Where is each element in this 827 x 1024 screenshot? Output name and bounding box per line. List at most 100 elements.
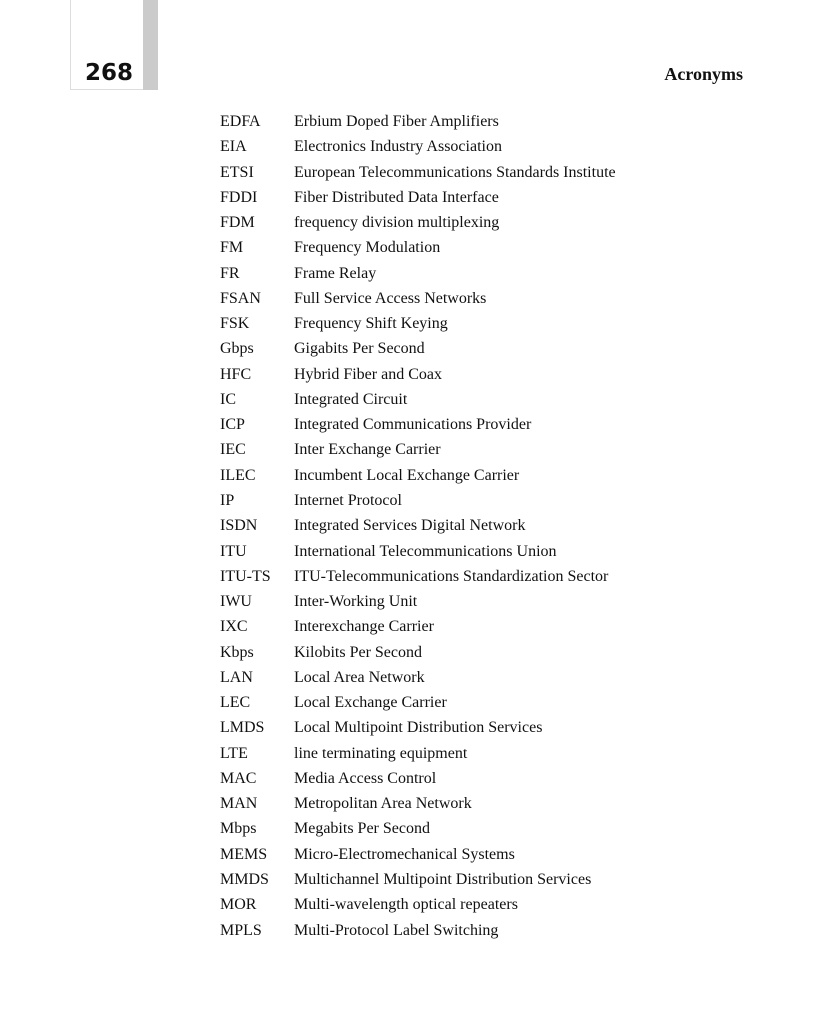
acronym-row: Mbps Megabits Per Second xyxy=(220,819,616,844)
acronym-definition: Interexchange Carrier xyxy=(294,618,434,636)
acronym-row: IC Integrated Circuit xyxy=(220,390,616,415)
acronym-definition: Multi-wavelength optical repeaters xyxy=(294,896,518,914)
acronym: FR xyxy=(220,264,240,282)
acronym-definition: Local Exchange Carrier xyxy=(294,694,447,712)
acronym-definition: Micro-Electromechanical Systems xyxy=(294,845,515,863)
acronym: LEC xyxy=(220,694,251,712)
acronym: EIA xyxy=(220,138,247,156)
acronym: HFC xyxy=(220,365,252,383)
acronym: IC xyxy=(220,390,236,408)
acronym-definition: ITU-Telecommunications Standardization S… xyxy=(294,567,609,585)
acronym-definition: Fiber Distributed Data Interface xyxy=(294,188,499,206)
acronym: LAN xyxy=(220,668,253,686)
acronym-row: FDDI Fiber Distributed Data Interface xyxy=(220,188,616,213)
acronym: FSK xyxy=(220,315,250,333)
acronym-row: FDM frequency division multiplexing xyxy=(220,213,616,238)
acronym-row: IP Internet Protocol xyxy=(220,491,616,516)
acronym-row: IEC Inter Exchange Carrier xyxy=(220,440,616,465)
acronym: Mbps xyxy=(220,820,257,838)
acronym: ETSI xyxy=(220,163,254,181)
acronym: IP xyxy=(220,491,235,509)
acronym-row: Gbps Gigabits Per Second xyxy=(220,339,616,364)
acronym-row: LEC Local Exchange Carrier xyxy=(220,693,616,718)
acronym: ITU-TS xyxy=(220,567,271,585)
acronym-definition: Hybrid Fiber and Coax xyxy=(294,365,442,383)
acronym-row: MMDS Multichannel Multipoint Distribution… xyxy=(220,870,616,895)
acronym-definition: Media Access Control xyxy=(294,769,437,787)
acronym-row: MEMS Micro-Electromechanical Systems xyxy=(220,845,616,870)
acronym-row: FSAN Full Service Access Networks xyxy=(220,289,616,314)
acronym-definition: Frame Relay xyxy=(294,264,377,282)
acronym-list: EDFA Erbium Doped Fiber Amplifiers EIA Elec… xyxy=(220,112,616,946)
acronym: IWU xyxy=(220,593,252,611)
acronym: MAN xyxy=(220,795,258,813)
acronym-definition: Integrated Circuit xyxy=(294,390,408,408)
page-number: 268 xyxy=(85,60,134,86)
page-number-tab xyxy=(70,0,144,90)
acronym-definition: Integrated Services Digital Network xyxy=(294,517,526,535)
acronym-row: MAC Media Access Control xyxy=(220,769,616,794)
acronym: IXC xyxy=(220,618,248,636)
acronym-definition: Frequency Modulation xyxy=(294,239,441,257)
acronym-row: ITU-TS ITU-Telecommunications Standardiza… xyxy=(220,567,616,592)
acronym: ITU xyxy=(220,542,247,560)
thumb-bar xyxy=(143,0,158,90)
acronym: Gbps xyxy=(220,340,254,358)
acronym: EDFA xyxy=(220,113,261,130)
acronym-row: FM Frequency Modulation xyxy=(220,238,616,263)
section-title: Acronyms xyxy=(664,64,743,84)
acronym-row: ICP Integrated Communications Provider xyxy=(220,415,616,440)
acronym-definition: International Telecommunications Union xyxy=(294,542,557,560)
acronym-row: IXC Interexchange Carrier xyxy=(220,617,616,642)
acronym: FM xyxy=(220,239,244,257)
acronym: MPLS xyxy=(220,921,262,939)
acronym: Kbps xyxy=(220,643,254,661)
acronym-row: IWU Inter-Working Unit xyxy=(220,592,616,617)
acronym-row: ILEC Incumbent Local Exchange Carrier xyxy=(220,466,616,491)
acronym-row: FSK Frequency Shift Keying xyxy=(220,314,616,339)
acronym: MEMS xyxy=(220,845,268,863)
acronym-row: LTE line terminating equipment xyxy=(220,744,616,769)
acronym-row: Kbps Kilobits Per Second xyxy=(220,643,616,668)
acronym: ILEC xyxy=(220,466,256,484)
acronym: ICP xyxy=(220,416,245,434)
acronym-row: MPLS Multi-Protocol Label Switching xyxy=(220,921,616,946)
acronym-row: LMDS Local Multipoint Distribution Servic… xyxy=(220,718,616,743)
acronym-definition: Multichannel Multipoint Distribution Ser… xyxy=(294,870,592,888)
acronym-row: EIA Electronics Industry Association xyxy=(220,137,616,162)
acronym-definition: Megabits Per Second xyxy=(294,820,430,838)
acronym-row: MOR Multi-wavelength optical repeaters xyxy=(220,895,616,920)
acronym-definition: Local Area Network xyxy=(294,668,425,686)
acronym-definition: Local Multipoint Distribution Services xyxy=(294,719,543,737)
acronym: MAC xyxy=(220,769,257,787)
acronym-definition: Multi-Protocol Label Switching xyxy=(294,921,499,939)
acronym: ISDN xyxy=(220,517,258,535)
acronym: MOR xyxy=(220,896,257,914)
acronym-row: ISDN Integrated Services Digital Network xyxy=(220,516,616,541)
acronym-row: EDFA Erbium Doped Fiber Amplifiers xyxy=(220,112,616,137)
acronym-definition: Incumbent Local Exchange Carrier xyxy=(294,466,520,484)
acronym-row: HFC Hybrid Fiber and Coax xyxy=(220,365,616,390)
acronym-definition: Inter-Working Unit xyxy=(294,593,418,611)
acronym-definition: Inter Exchange Carrier xyxy=(294,441,441,459)
acronym-definition: European Telecommunications Standards In… xyxy=(294,163,616,181)
acronym-row: ITU International Telecommunications Unio… xyxy=(220,542,616,567)
acronym: LTE xyxy=(220,744,248,762)
acronym-definition: Integrated Communications Provider xyxy=(294,416,532,434)
acronym-definition: Gigabits Per Second xyxy=(294,340,425,358)
acronym-row: LAN Local Area Network xyxy=(220,668,616,693)
acronym-definition: Full Service Access Networks xyxy=(294,289,487,307)
acronym: FSAN xyxy=(220,289,261,307)
acronym: FDDI xyxy=(220,188,258,206)
acronym-definition: line terminating equipment xyxy=(294,744,468,762)
acronym-definition: Metropolitan Area Network xyxy=(294,795,472,813)
acronym-definition: Erbium Doped Fiber Amplifiers xyxy=(294,113,499,130)
acronym-row: FR Frame Relay xyxy=(220,264,616,289)
acronym-definition: Frequency Shift Keying xyxy=(294,315,448,333)
acronym-row: ETSI European Telecommunications Standard… xyxy=(220,163,616,188)
acronym-definition: frequency division multiplexing xyxy=(294,214,500,232)
acronym: FDM xyxy=(220,214,255,232)
acronym-definition: Kilobits Per Second xyxy=(294,643,422,661)
acronym-definition: Internet Protocol xyxy=(294,491,402,509)
acronym: LMDS xyxy=(220,719,265,737)
